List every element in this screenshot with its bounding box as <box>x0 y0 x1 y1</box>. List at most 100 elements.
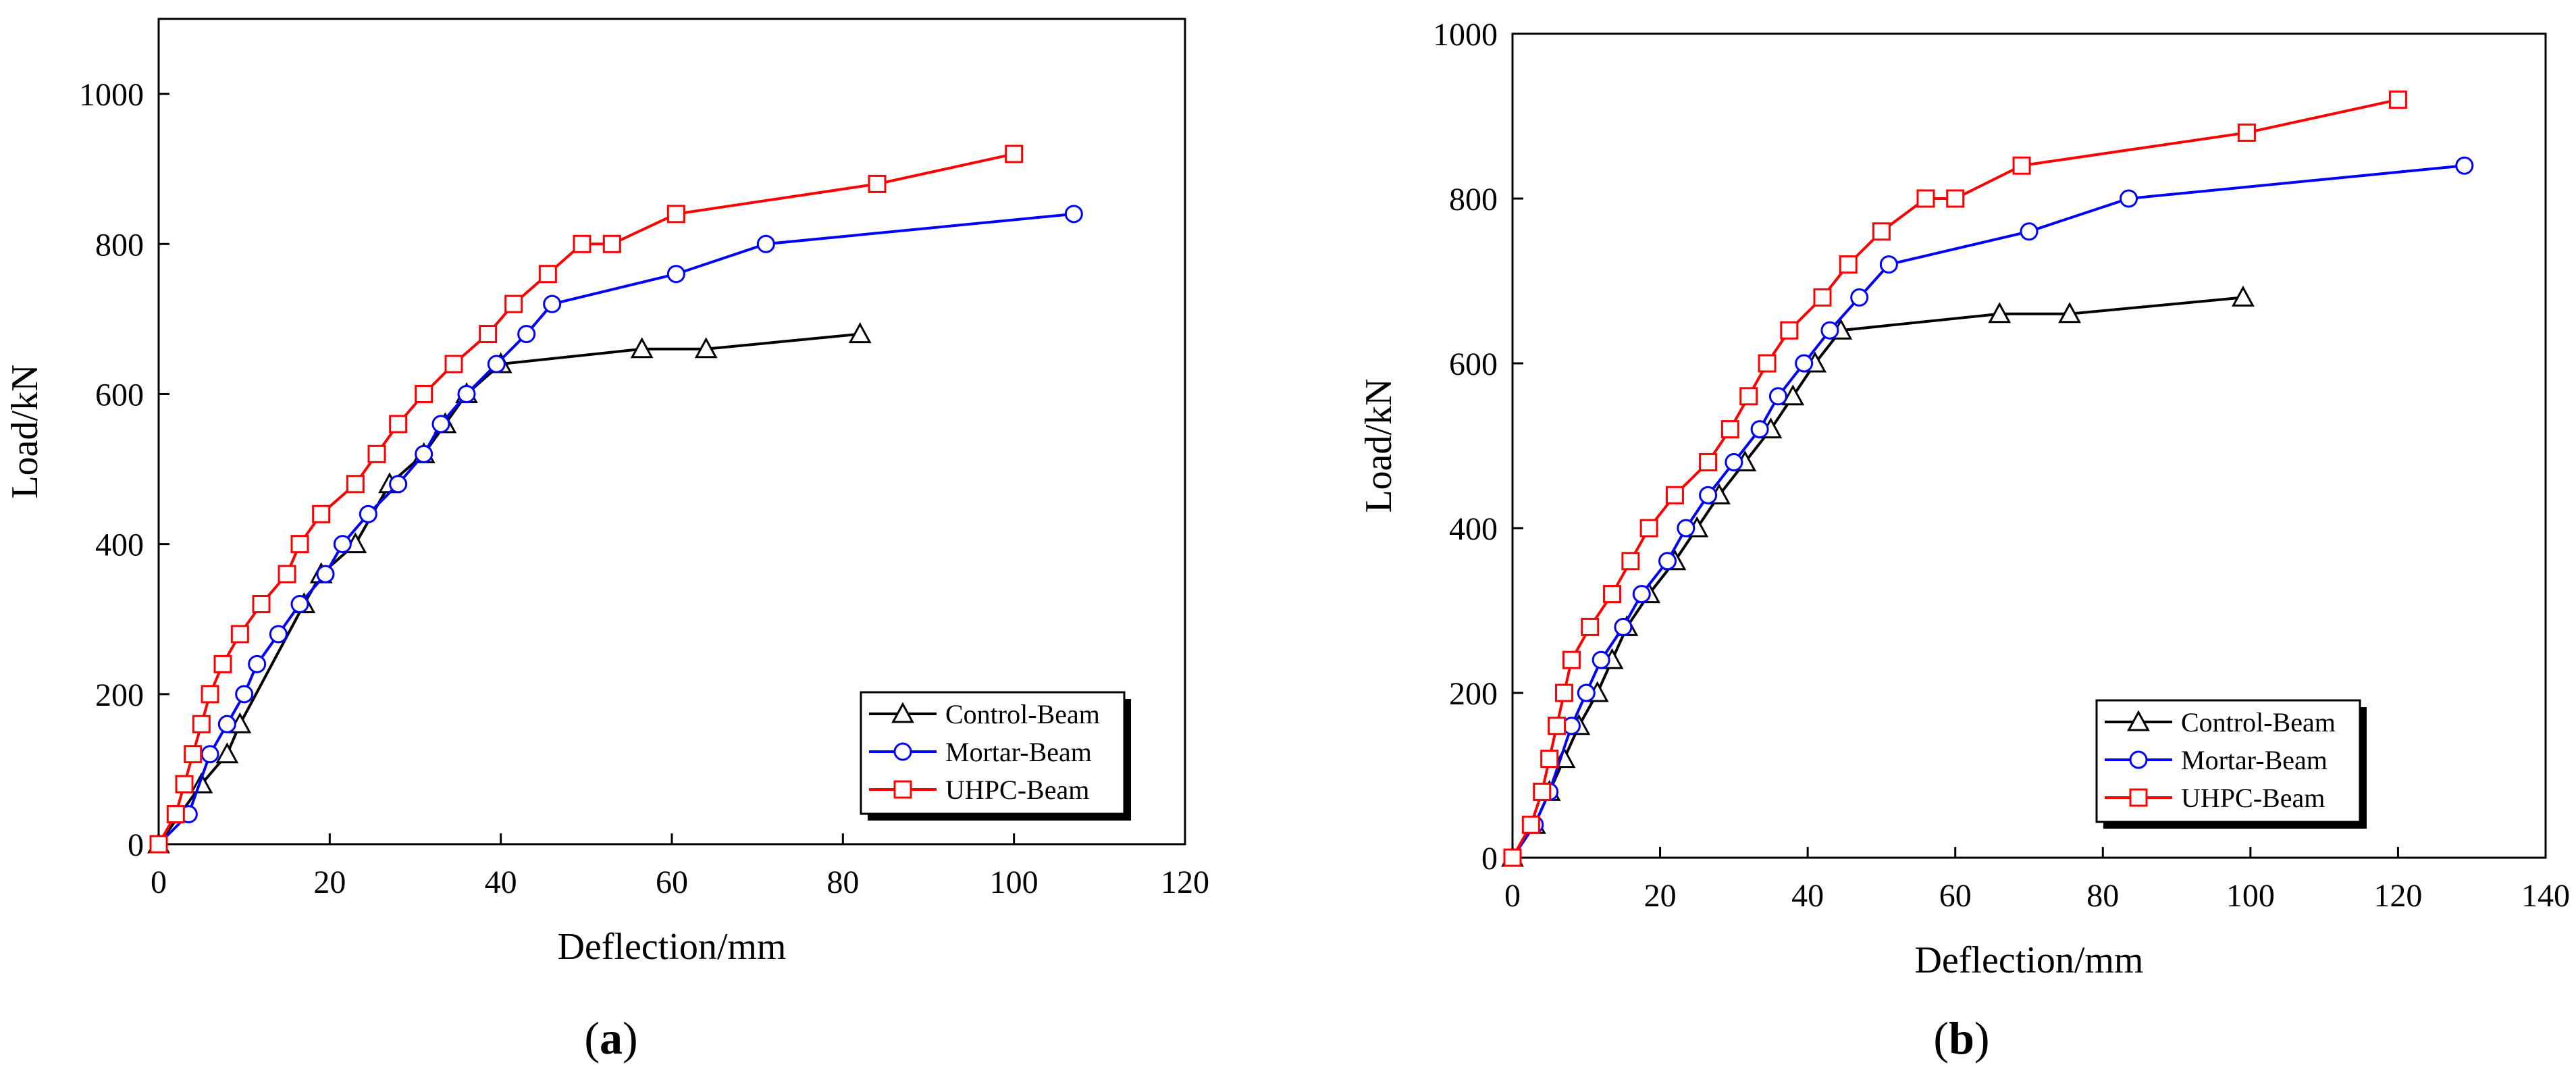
data-point <box>666 265 685 284</box>
data-point <box>1540 750 1559 769</box>
data-point <box>290 595 309 614</box>
x-tick-label: 20 <box>1644 878 1677 914</box>
x-tick-label: 120 <box>2373 878 2422 914</box>
x-tick-label: 100 <box>2226 878 2275 914</box>
data-point <box>230 625 249 644</box>
data-point <box>1562 650 1581 669</box>
data-point <box>504 294 523 313</box>
x-tick-label: 60 <box>656 864 688 900</box>
data-point <box>517 325 536 344</box>
y-axis-title: Load/kN <box>4 364 46 498</box>
legend-item: UHPC-Beam <box>869 775 1089 805</box>
data-point <box>444 355 463 373</box>
data-point <box>217 715 236 733</box>
data-point <box>1677 519 1696 538</box>
legend-item: Mortar-Beam <box>2105 745 2328 775</box>
data-point <box>756 234 775 253</box>
data-point <box>543 294 562 313</box>
y-tick-label: 400 <box>1449 511 1498 547</box>
chart-panel-a: 0 20 40 60 80 100 120 0 200 400 600 800 1000 Deflecti… <box>4 18 1209 1064</box>
data-point <box>1916 189 1935 208</box>
data-point <box>184 745 203 764</box>
legend-marker <box>891 702 914 723</box>
data-point <box>1750 420 1769 439</box>
data-point <box>457 384 476 403</box>
y-tick-label: 600 <box>1449 346 1498 382</box>
data-point <box>389 475 408 494</box>
data-point <box>1614 617 1633 636</box>
y-tick-label: 600 <box>95 377 144 413</box>
data-point <box>192 715 211 733</box>
x-tick-label: 0 <box>151 864 167 900</box>
data-point <box>248 654 267 673</box>
x-tick-label: 0 <box>1504 878 1521 914</box>
data-point <box>1555 683 1573 702</box>
data-point <box>2058 302 2082 323</box>
legend-label: UHPC-Beam <box>945 775 1089 805</box>
legend-marker <box>893 780 912 799</box>
legend-marker <box>2129 788 2148 807</box>
y-tick-label: 200 <box>1449 676 1498 712</box>
y-tick-label: 800 <box>1449 182 1498 217</box>
data-point <box>573 234 592 253</box>
data-point <box>630 337 654 359</box>
data-point <box>1946 189 1965 208</box>
data-point <box>415 384 433 403</box>
panel-label: (a) <box>584 1012 637 1064</box>
y-tick-label: 0 <box>128 827 144 863</box>
data-point <box>538 265 557 284</box>
data-point <box>1548 717 1567 735</box>
data-point <box>1699 452 1718 471</box>
data-point <box>1872 222 1891 241</box>
legend-item: Mortar-Beam <box>869 737 1092 767</box>
data-point <box>389 415 408 434</box>
data-point <box>1005 145 1024 163</box>
data-point <box>1592 650 1610 669</box>
data-point <box>1820 321 1839 340</box>
data-point <box>2012 156 2031 175</box>
legend-label: UHPC-Beam <box>2181 783 2325 813</box>
legend-label: Control-Beam <box>945 699 1100 729</box>
x-tick-label: 140 <box>2521 878 2570 914</box>
data-point <box>215 742 239 764</box>
series-uhpc-beam <box>1503 90 2407 867</box>
data-point <box>278 565 296 584</box>
data-point <box>2120 189 2138 208</box>
data-point <box>1581 617 1600 636</box>
data-point <box>213 654 232 673</box>
legend-label: Mortar-Beam <box>2181 745 2328 775</box>
data-point <box>694 337 718 359</box>
series-control-beam <box>147 322 872 854</box>
x-axis-title: Deflection/mm <box>1914 939 2143 981</box>
data-point <box>235 685 254 704</box>
data-point <box>290 535 309 554</box>
data-point <box>1577 683 1596 702</box>
data-point <box>1758 354 1777 373</box>
data-point <box>1064 205 1083 224</box>
data-point <box>346 475 365 494</box>
x-tick-label: 100 <box>990 864 1039 900</box>
data-point <box>201 685 219 704</box>
data-point <box>175 775 194 794</box>
data-point <box>1632 585 1651 604</box>
data-point <box>1813 288 1832 307</box>
x-tick-label: 40 <box>1791 878 1824 914</box>
data-point <box>312 504 331 523</box>
data-point <box>2232 285 2255 307</box>
y-tick-label: 1000 <box>79 77 144 113</box>
data-point <box>1665 486 1684 504</box>
data-point <box>1781 384 1805 406</box>
y-tick-label: 200 <box>95 677 144 713</box>
data-point <box>415 444 433 463</box>
data-point <box>1720 420 1739 439</box>
data-point <box>2020 222 2039 241</box>
data-point <box>252 595 271 614</box>
data-point <box>201 745 219 764</box>
data-point <box>1533 782 1552 801</box>
data-point <box>1503 848 1522 867</box>
data-point <box>2388 90 2407 109</box>
data-point <box>848 322 872 344</box>
data-point <box>269 625 288 644</box>
legend-item: Control-Beam <box>2105 707 2336 737</box>
